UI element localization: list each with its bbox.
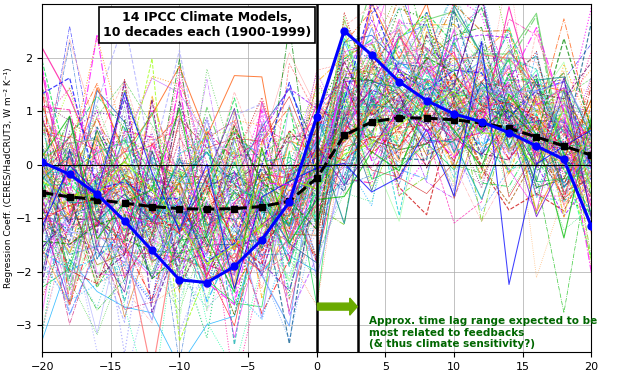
Text: Approx. time lag range expected to be
most related to feedbacks
(& thus climate : Approx. time lag range expected to be mo… (369, 316, 597, 349)
Y-axis label: Regression Coeff. (CERES/HadCRUT3, W m⁻² K⁻¹): Regression Coeff. (CERES/HadCRUT3, W m⁻²… (4, 68, 13, 288)
Text: 14 IPCC Climate Models,
10 decades each (1900-1999): 14 IPCC Climate Models, 10 decades each … (103, 11, 311, 39)
FancyArrow shape (317, 298, 357, 315)
